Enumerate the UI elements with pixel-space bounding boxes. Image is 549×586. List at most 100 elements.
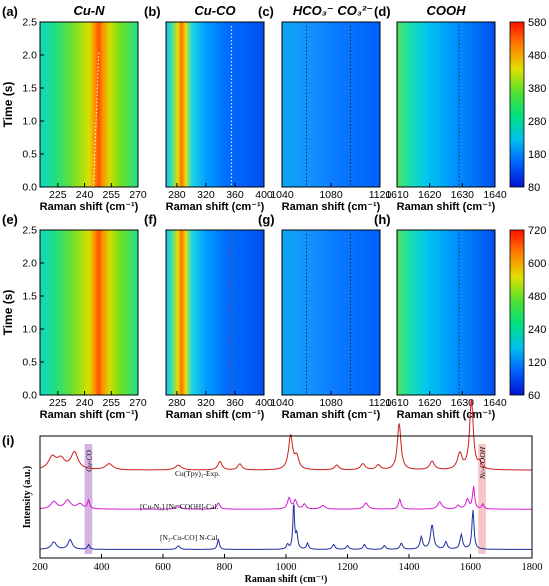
x-axis-label: Raman shift (cm⁻¹) [397,201,496,213]
peak-marker-line [92,51,100,188]
x-tick-label: 360 [226,189,244,201]
colorbar-tick-label: 480 [528,50,546,62]
colorbar-top: 580 480 380 280 180 80 [509,17,546,194]
heatmap-image [282,22,380,187]
x-tick-label: 320 [197,189,215,201]
panel-frame [39,229,139,396]
y-axis-label: Intensity (a.u.) [22,466,33,529]
x-axis-label: Raman shift (cm⁻¹) [166,409,265,421]
colorbar-tick-label: 60 [528,390,540,402]
x-axis-label: Raman shift (cm⁻¹) [245,574,328,585]
x-tick-label: 1630 [451,397,475,409]
spectrum-line-0 [39,399,532,471]
y-tick-label: 2.5 [22,17,37,29]
y-tick-label: 2.0 [22,258,37,270]
x-tick-label: 320 [197,397,215,409]
colorbar-tick-label: 600 [528,258,546,270]
spectrum-line-2 [40,503,532,550]
heatmap-image [397,230,495,395]
colorbar-tick-label: 180 [528,149,546,161]
highlight-label: Nc-COOH [478,446,487,480]
colorbar-tick-label: 720 [528,225,546,237]
x-tick-label: 360 [226,397,244,409]
y-tick-label: 0.5 [22,357,37,369]
panel-frame [39,21,139,188]
series-label: [Cu-N₃] [Nc-COOH]-Cal. [140,502,219,511]
panel-letter: (f) [144,212,157,227]
colorbar-tick-label: 480 [528,291,546,303]
x-axis-label: Raman shift (cm⁻¹) [282,409,381,421]
y-tick-label: 2.0 [22,50,37,62]
x-tick-label: 255 [103,397,121,409]
x-tick-label: 400 [94,562,110,573]
y-axis-label: Time (s) [1,82,15,128]
x-tick-label: 280 [168,397,186,409]
colorbar-tick-label: 580 [528,17,546,29]
x-tick-label: 1630 [451,189,475,201]
x-tick-label: 400 [255,189,273,201]
panel-title: HCO₃⁻ CO₃²⁻ [293,3,373,18]
y-tick-label: 1.5 [22,83,37,95]
x-tick-label: 1620 [418,189,442,201]
x-tick-label: 600 [155,562,171,573]
panel-letter: (b) [144,4,161,19]
panel-letter: (d) [374,4,391,19]
heatmap-image [166,22,264,187]
x-tick-label: 1800 [522,562,543,573]
y-tick-label: 1.5 [22,291,37,303]
x-tick-label: 240 [76,189,94,201]
x-tick-label: 1080 [319,397,343,409]
x-tick-label: 270 [129,189,147,201]
panel-letter: (i) [2,433,14,448]
x-axis-label: Raman shift (cm⁻¹) [40,201,139,213]
panel-letter: (g) [258,212,275,227]
x-tick-label: 240 [76,397,94,409]
x-tick-label: 1080 [319,189,343,201]
colorbar-tick-label: 120 [528,357,546,369]
colorbar-bottom: 720 600 480 240 120 60 [509,225,546,402]
panel-frame [165,229,265,396]
x-tick-label: 1610 [385,397,409,409]
colorbar-tick-label: 280 [528,116,546,128]
x-tick-label: 1610 [385,189,409,201]
colorbar-ramp [509,229,525,396]
spectrum-line-1 [40,486,532,510]
panel-frame [396,229,496,396]
y-tick-label: 0.0 [22,182,37,194]
x-tick-label: 1640 [483,397,507,409]
x-tick-label: 1120 [369,397,392,409]
y-tick-label: 1.0 [22,116,37,128]
x-tick-label: 400 [255,397,273,409]
x-tick-label: 800 [217,562,233,573]
colorbar-tick-label: 80 [528,182,540,194]
x-tick-label: 1400 [399,562,420,573]
x-tick-label: 1640 [483,189,507,201]
panel-letter: (a) [2,4,18,19]
x-tick-label: 1000 [276,562,297,573]
x-tick-label: 225 [49,397,67,409]
series-label: [N₃-Cu-CO] N-Cal. [160,533,219,542]
colorbar-tick-label: 240 [528,324,546,336]
colorbar-ramp [509,21,525,188]
raman-spectra-panel: 200 400 600 800 1000 1200 1400 1600 1800 Raman sh… [2,399,543,585]
x-axis-label: Raman shift (cm⁻¹) [40,409,139,421]
heatmap-image [397,22,495,187]
x-tick-label: 1600 [460,562,481,573]
heatmap-image [40,22,138,187]
panel-frame [396,21,496,188]
x-axis-label: Raman shift (cm⁻¹) [282,201,381,213]
x-tick-label: 1620 [418,397,442,409]
heatmap-image [282,230,380,395]
x-tick-label: 225 [49,189,67,201]
x-tick-label: 1120 [369,189,392,201]
panel-letter: (c) [258,4,274,19]
panel-title: Cu-N [73,3,105,18]
